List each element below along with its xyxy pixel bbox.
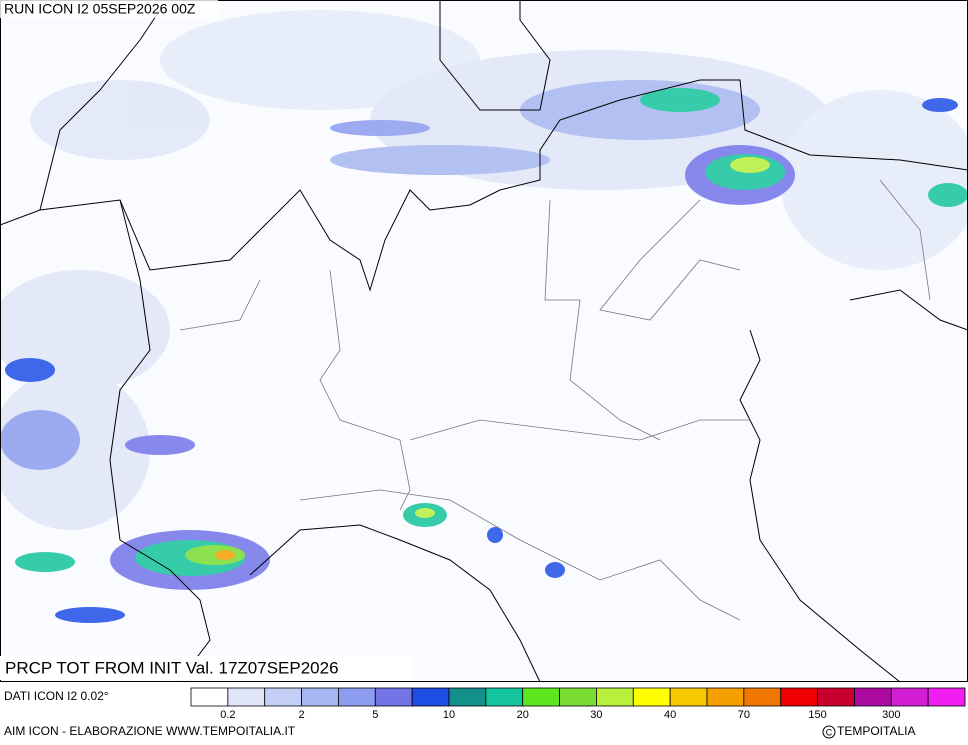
- color-swatch: [743, 687, 782, 707]
- level-label: 0.2: [220, 709, 235, 721]
- borders: [0, 0, 968, 683]
- color-swatch: [264, 687, 302, 707]
- color-swatch: [227, 687, 266, 707]
- run-label: RUN ICON I2 05SEP2026 00Z: [4, 1, 196, 17]
- level-label: 300: [882, 709, 900, 721]
- data-source: DATI ICON I2 0.02°: [4, 689, 109, 703]
- copyright-symbol: [822, 725, 836, 739]
- level-label: 70: [738, 709, 750, 721]
- color-swatch: [596, 687, 634, 707]
- color-swatch: [190, 687, 229, 707]
- level-label: 40: [664, 709, 676, 721]
- colorbar: 0.2 2 5 10 20 30 40 70 150 300: [190, 687, 966, 721]
- regional-borders: [179, 179, 931, 621]
- credit: AIM ICON - ELABORAZIONE WWW.TEMPOITALIA.…: [4, 724, 296, 738]
- run-label-bg: [0, 0, 218, 18]
- color-swatch: [448, 687, 487, 707]
- color-swatch: [374, 687, 413, 707]
- color-swatch: [559, 687, 597, 707]
- copyright-c: C: [826, 727, 833, 737]
- color-swatch: [485, 687, 524, 707]
- color-swatch: [780, 687, 818, 707]
- level-label: 20: [517, 709, 529, 721]
- level-label: 10: [443, 709, 455, 721]
- level-label: 150: [808, 709, 826, 721]
- level-label: 30: [590, 709, 602, 721]
- color-swatch: [890, 687, 929, 707]
- color-swatch: [411, 687, 450, 707]
- map-caption: PRCP TOT FROM INIT Val. 17Z07SEP2026: [5, 658, 339, 677]
- level-label: 2: [299, 709, 305, 721]
- color-swatch: [301, 687, 339, 707]
- map: RUN ICON I2 05SEP2026 00Z PRCP TOT FROM …: [0, 0, 968, 683]
- color-swatch: [927, 687, 966, 707]
- precipitation-field: [0, 10, 968, 623]
- color-swatch: [669, 687, 708, 707]
- copyright: TEMPOITALIA: [837, 724, 915, 738]
- color-swatch: [338, 687, 376, 707]
- color-swatch: [706, 687, 745, 707]
- color-swatch: [854, 687, 892, 707]
- level-label: 5: [372, 709, 378, 721]
- color-swatch: [522, 687, 560, 707]
- color-swatch: [632, 687, 671, 707]
- caption-bg: [0, 656, 412, 680]
- color-swatch: [817, 687, 855, 707]
